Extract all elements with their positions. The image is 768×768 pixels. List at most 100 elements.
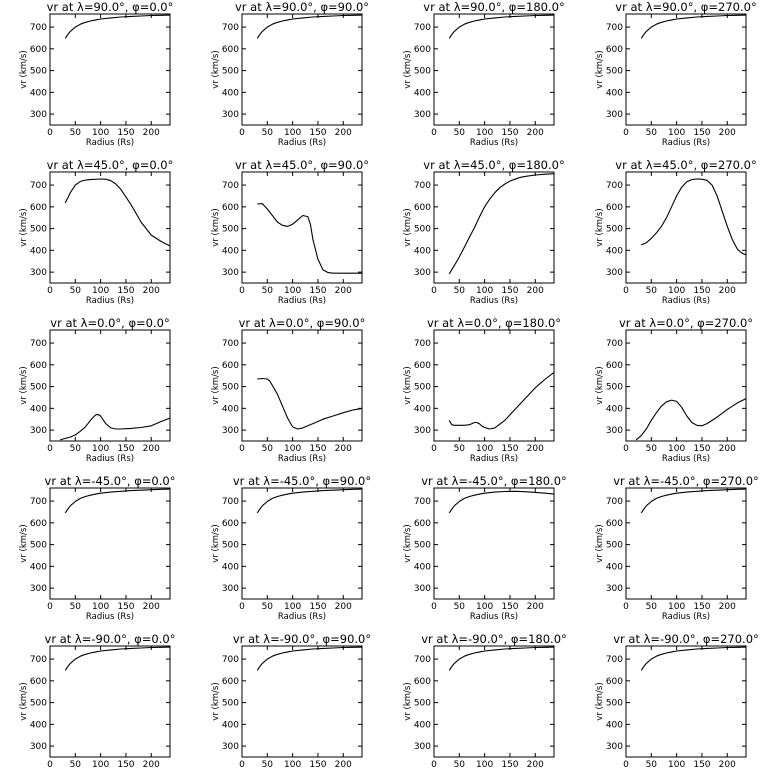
y-tick-label: 600	[30, 519, 47, 529]
series-line	[640, 178, 747, 256]
panel-title: vr at λ=90.0°, φ=180.0°	[423, 0, 564, 14]
x-tick-label: 100	[476, 286, 493, 296]
x-tick-label: 100	[668, 760, 685, 768]
panel-title: vr at λ=0.0°, φ=270.0°	[619, 316, 753, 330]
y-tick-label: 700	[222, 339, 239, 349]
y-tick-label: 600	[606, 519, 623, 529]
x-tick-label: 150	[117, 602, 134, 612]
y-axis-label: vr (km/s)	[403, 366, 413, 404]
x-tick-label: 200	[335, 128, 352, 138]
y-tick-label: 600	[606, 677, 623, 687]
panel-title: vr at λ=-90.0°, φ=270.0°	[613, 632, 759, 646]
x-axis-label: Radius (Rs)	[278, 612, 326, 622]
y-tick-label: 500	[414, 541, 431, 551]
x-tick-label: 150	[501, 444, 518, 454]
panel-title: vr at λ=0.0°, φ=90.0°	[239, 316, 366, 330]
y-tick-label: 300	[222, 268, 239, 278]
x-tick-label: 100	[284, 286, 301, 296]
panel-title: vr at λ=45.0°, φ=90.0°	[235, 158, 369, 172]
plot-frame	[49, 329, 171, 442]
y-tick-label: 500	[222, 225, 239, 235]
panel-title: vr at λ=90.0°, φ=270.0°	[615, 0, 756, 14]
y-axis-label: vr (km/s)	[211, 208, 221, 246]
y-tick-label: 700	[606, 655, 623, 665]
x-axis-label: Radius (Rs)	[662, 454, 710, 464]
x-tick-label: 100	[668, 444, 685, 454]
panel: vr at λ=0.0°, φ=180.0° 0 50 100 150 200 300 400…	[403, 316, 561, 464]
panel: vr at λ=-45.0°, φ=180.0° 0 50 100 150 200 300 4…	[403, 474, 567, 622]
y-tick-label: 700	[606, 181, 623, 191]
y-tick-label: 700	[222, 23, 239, 33]
panel-title: vr at λ=45.0°, φ=0.0°	[47, 158, 174, 172]
series-line	[256, 646, 363, 671]
y-tick-label: 500	[30, 541, 47, 551]
x-tick-label: 0	[623, 286, 629, 296]
y-tick-label: 600	[606, 203, 623, 213]
y-tick-label: 600	[414, 45, 431, 55]
y-axis-label: vr (km/s)	[403, 682, 413, 720]
series-line	[64, 178, 171, 247]
y-tick-label: 700	[222, 497, 239, 507]
x-tick-label: 50	[454, 602, 466, 612]
x-tick-label: 150	[693, 760, 710, 768]
panel-title: vr at λ=45.0°, φ=180.0°	[423, 158, 564, 172]
x-axis-label: Radius (Rs)	[470, 138, 518, 148]
x-tick-label: 0	[623, 444, 629, 454]
y-tick-label: 500	[30, 383, 47, 393]
x-tick-label: 200	[335, 760, 352, 768]
y-tick-label: 300	[606, 426, 623, 436]
y-tick-label: 400	[30, 88, 47, 98]
y-tick-label: 300	[222, 742, 239, 752]
panel: vr at λ=45.0°, φ=90.0° 0 50 100 150 200 300 400…	[211, 158, 369, 306]
y-tick-label: 400	[222, 720, 239, 730]
series-line	[448, 173, 555, 275]
series-line	[256, 488, 363, 514]
y-tick-label: 300	[606, 110, 623, 120]
x-tick-label: 100	[92, 602, 109, 612]
y-tick-label: 600	[606, 361, 623, 371]
x-tick-label: 150	[309, 128, 326, 138]
x-tick-label: 0	[623, 760, 629, 768]
x-tick-label: 150	[501, 128, 518, 138]
x-tick-label: 150	[693, 444, 710, 454]
x-tick-label: 0	[239, 602, 245, 612]
panel: vr at λ=0.0°, φ=0.0° 0 50 100 150 200 300 400 50…	[19, 316, 171, 464]
x-axis-label: Radius (Rs)	[86, 454, 134, 464]
y-tick-label: 600	[414, 203, 431, 213]
x-tick-label: 50	[646, 286, 658, 296]
x-axis-label: Radius (Rs)	[470, 454, 518, 464]
panel: vr at λ=-45.0°, φ=90.0° 0 50 100 150 200 300 40…	[211, 474, 371, 622]
y-tick-label: 500	[414, 699, 431, 709]
x-tick-label: 150	[309, 760, 326, 768]
y-tick-label: 400	[30, 404, 47, 414]
y-tick-label: 300	[222, 584, 239, 594]
y-tick-label: 400	[222, 404, 239, 414]
series-line	[64, 14, 171, 39]
y-tick-label: 700	[414, 497, 431, 507]
x-axis-label: Radius (Rs)	[662, 612, 710, 622]
y-tick-label: 600	[606, 45, 623, 55]
panel: vr at λ=-90.0°, φ=180.0° 0 50 100 150 200 300 4…	[403, 632, 567, 768]
y-tick-label: 300	[30, 110, 47, 120]
panel-title: vr at λ=-90.0°, φ=0.0°	[45, 632, 176, 646]
y-axis-label: vr (km/s)	[211, 50, 221, 88]
y-tick-label: 500	[606, 383, 623, 393]
x-tick-label: 50	[454, 286, 466, 296]
series-line	[448, 14, 555, 39]
y-tick-label: 300	[222, 110, 239, 120]
series-line	[448, 371, 555, 430]
x-tick-label: 0	[431, 286, 437, 296]
y-axis-label: vr (km/s)	[19, 50, 29, 88]
x-tick-label: 0	[431, 602, 437, 612]
y-tick-label: 500	[414, 225, 431, 235]
x-tick-label: 200	[143, 286, 160, 296]
panel-title: vr at λ=45.0°, φ=270.0°	[615, 158, 756, 172]
x-tick-label: 150	[693, 286, 710, 296]
x-tick-label: 50	[646, 602, 658, 612]
y-tick-label: 600	[30, 677, 47, 687]
x-tick-label: 50	[262, 444, 274, 454]
y-tick-label: 400	[222, 246, 239, 256]
panel: vr at λ=45.0°, φ=0.0° 0 50 100 150 200 300 400 5…	[19, 158, 173, 306]
y-axis-label: vr (km/s)	[595, 208, 605, 246]
x-tick-label: 200	[527, 602, 544, 612]
